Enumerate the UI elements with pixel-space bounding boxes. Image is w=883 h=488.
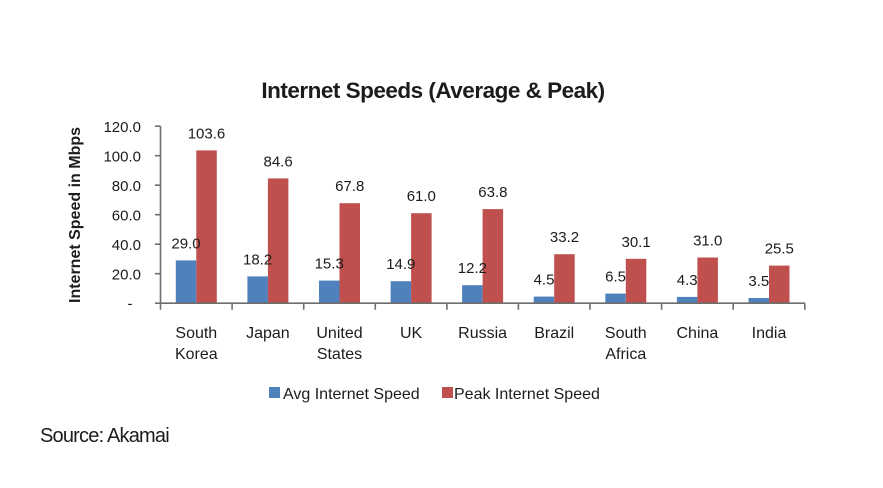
svg-text:15.3: 15.3 [315, 256, 344, 273]
svg-text:South: South [175, 325, 217, 342]
svg-text:84.6: 84.6 [263, 153, 292, 170]
svg-text:India: India [752, 325, 787, 342]
svg-text:31.0: 31.0 [693, 233, 722, 250]
svg-text:63.8: 63.8 [478, 184, 507, 201]
svg-text:Korea: Korea [175, 346, 218, 363]
svg-text:40.0: 40.0 [112, 237, 141, 254]
svg-text:100.0: 100.0 [103, 148, 141, 165]
svg-text:Internet Speed in Mbps: Internet Speed in Mbps [67, 127, 84, 303]
svg-text:103.6: 103.6 [188, 125, 226, 142]
svg-text:29.0: 29.0 [171, 235, 200, 252]
svg-text:Japan: Japan [246, 325, 290, 342]
svg-text:Avg Internet Speed: Avg Internet Speed [283, 386, 420, 403]
svg-text:12.2: 12.2 [458, 260, 487, 277]
svg-text:25.5: 25.5 [765, 241, 794, 258]
svg-text:4.5: 4.5 [534, 272, 555, 289]
svg-text:United: United [316, 325, 362, 342]
svg-text:South: South [605, 325, 647, 342]
svg-text:China: China [676, 325, 718, 342]
svg-text:6.5: 6.5 [605, 269, 626, 286]
svg-text:14.9: 14.9 [386, 256, 415, 273]
svg-text:4.3: 4.3 [677, 272, 698, 289]
svg-text:States: States [317, 346, 362, 363]
svg-text:3.5: 3.5 [748, 273, 769, 290]
svg-text:60.0: 60.0 [112, 207, 141, 224]
svg-text:30.1: 30.1 [621, 234, 650, 251]
svg-text:33.2: 33.2 [550, 229, 579, 246]
svg-text:Internet Speeds (Average & Pea: Internet Speeds (Average & Peak) [261, 78, 604, 103]
svg-text:UK: UK [400, 325, 423, 342]
svg-text:Source: Akamai: Source: Akamai [40, 425, 169, 447]
svg-text:Africa: Africa [605, 346, 646, 363]
svg-text:18.2: 18.2 [243, 251, 272, 268]
svg-text:Peak Internet Speed: Peak Internet Speed [454, 386, 600, 403]
svg-text:80.0: 80.0 [112, 178, 141, 195]
svg-text:120.0: 120.0 [103, 119, 141, 136]
svg-text:67.8: 67.8 [335, 178, 364, 195]
svg-text:20.0: 20.0 [112, 266, 141, 283]
svg-text:61.0: 61.0 [407, 188, 436, 205]
svg-text:Brazil: Brazil [534, 325, 574, 342]
svg-text:-: - [128, 295, 133, 312]
svg-text:Russia: Russia [458, 325, 507, 342]
